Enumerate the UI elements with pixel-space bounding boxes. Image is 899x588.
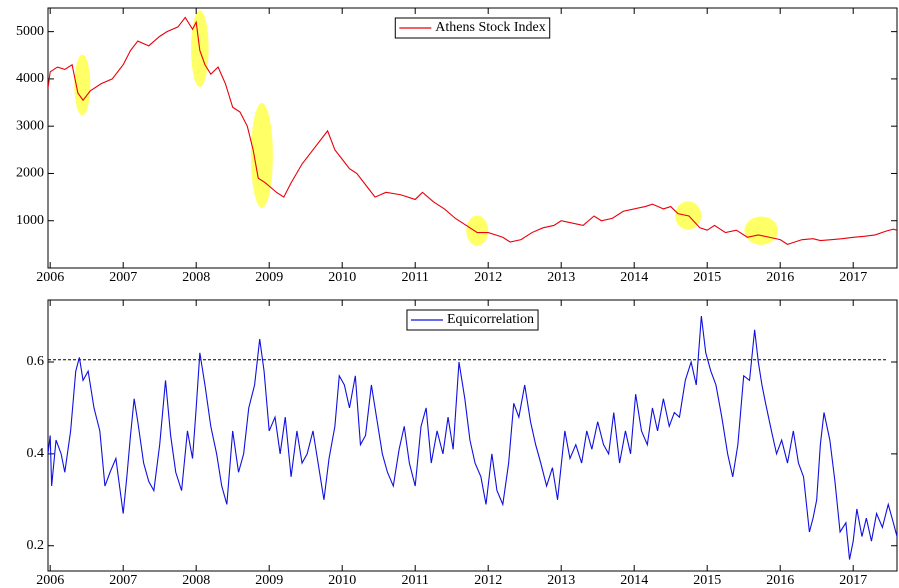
legend: Equicorrelation [406, 309, 539, 331]
legend: Athens Stock Index [394, 17, 551, 39]
x-tick-label: 2011 [401, 573, 428, 588]
x-tick-label: 2008 [182, 270, 210, 285]
x-tick-label: 2014 [620, 573, 648, 588]
x-tick-label: 2015 [693, 573, 721, 588]
x-tick-label: 2013 [547, 270, 575, 285]
y-tick-label: 1000 [16, 213, 44, 228]
x-tick-label: 2015 [693, 270, 721, 285]
y-tick-label: 2000 [16, 166, 44, 181]
x-tick-label: 2011 [401, 270, 428, 285]
legend-label: Equicorrelation [447, 312, 534, 327]
highlight [744, 216, 779, 245]
x-tick-label: 2007 [109, 270, 137, 285]
x-tick-label: 2014 [620, 270, 648, 285]
highlight [250, 103, 273, 208]
series-line [48, 16, 897, 245]
plot-frame [47, 299, 898, 572]
x-tick-label: 2006 [36, 270, 64, 285]
y-tick-label: 5000 [16, 24, 44, 39]
x-tick-label: 2012 [474, 270, 502, 285]
y-tick-label: 0.2 [27, 538, 45, 553]
x-tick-label: 2010 [328, 573, 356, 588]
x-tick-label: 2009 [255, 573, 283, 588]
legend-box [394, 17, 551, 39]
x-tick-label: 2016 [766, 270, 794, 285]
x-tick-label: 2017 [839, 270, 867, 285]
legend-box [406, 309, 539, 331]
y-tick-label: 0.6 [27, 354, 45, 369]
plot-frame [47, 7, 898, 269]
x-tick-label: 2009 [255, 270, 283, 285]
x-tick-label: 2013 [547, 573, 575, 588]
x-tick-label: 2008 [182, 573, 210, 588]
y-tick-label: 4000 [16, 71, 44, 86]
series-line [48, 316, 897, 560]
highlight [74, 54, 91, 116]
x-tick-label: 2012 [474, 573, 502, 588]
x-tick-label: 2017 [839, 573, 867, 588]
y-tick-label: 0.4 [27, 446, 45, 461]
y-tick-label: 3000 [16, 118, 44, 133]
x-tick-label: 2010 [328, 270, 356, 285]
x-tick-label: 2007 [109, 573, 137, 588]
legend-label: Athens Stock Index [435, 20, 545, 35]
highlight [466, 215, 489, 246]
x-tick-label: 2016 [766, 573, 794, 588]
x-tick-label: 2006 [36, 573, 64, 588]
